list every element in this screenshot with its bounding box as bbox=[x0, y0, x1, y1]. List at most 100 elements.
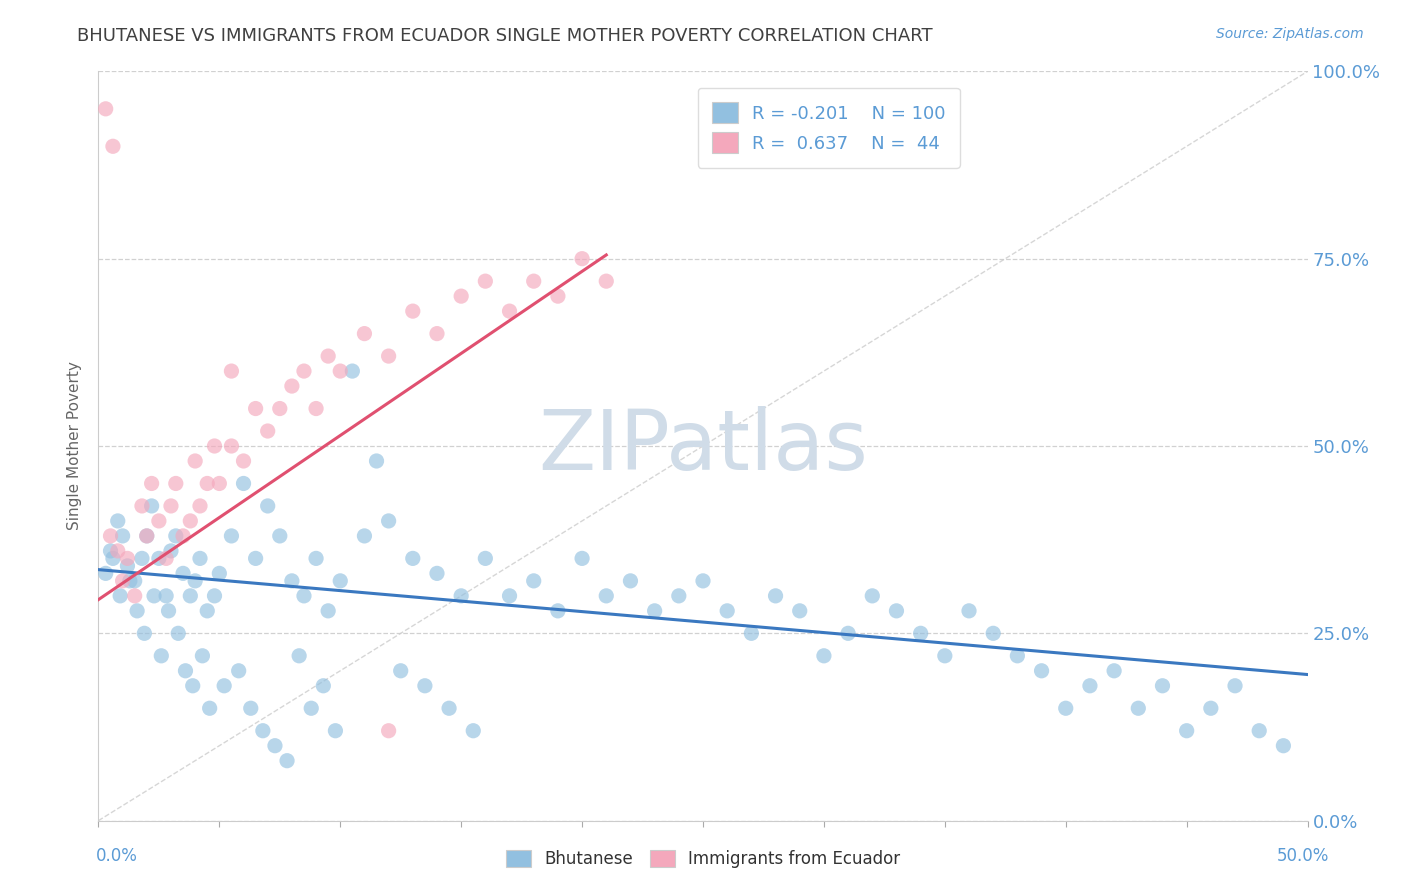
Point bbox=[1199, 701, 1222, 715]
Point bbox=[100, 529, 122, 543]
Point bbox=[571, 551, 593, 566]
Point bbox=[111, 574, 134, 588]
Point bbox=[117, 558, 139, 573]
Point bbox=[571, 252, 593, 266]
Point bbox=[377, 514, 399, 528]
Point bbox=[239, 701, 262, 715]
Point bbox=[256, 499, 278, 513]
Point bbox=[292, 589, 315, 603]
Point bbox=[498, 589, 520, 603]
Point bbox=[353, 529, 375, 543]
Point bbox=[232, 454, 254, 468]
Legend: R = -0.201    N = 100, R =  0.637    N =  44: R = -0.201 N = 100, R = 0.637 N = 44 bbox=[697, 88, 960, 168]
Point bbox=[342, 364, 364, 378]
Point bbox=[547, 289, 569, 303]
Point bbox=[366, 454, 388, 468]
Point bbox=[329, 574, 352, 588]
Point bbox=[204, 589, 226, 603]
Point bbox=[135, 529, 157, 543]
Point bbox=[957, 604, 980, 618]
Point bbox=[221, 529, 243, 543]
Point bbox=[1249, 723, 1271, 738]
Point bbox=[269, 401, 291, 416]
Point bbox=[498, 304, 520, 318]
Point bbox=[547, 604, 569, 618]
Point bbox=[195, 604, 218, 618]
Point bbox=[426, 566, 449, 581]
Point bbox=[305, 401, 328, 416]
Point bbox=[127, 604, 149, 618]
Point bbox=[150, 648, 173, 663]
Point bbox=[148, 514, 170, 528]
Y-axis label: Single Mother Poverty: Single Mother Poverty bbox=[67, 361, 83, 531]
Point bbox=[523, 574, 546, 588]
Point bbox=[316, 349, 339, 363]
Point bbox=[813, 648, 835, 663]
Point bbox=[789, 604, 811, 618]
Point bbox=[292, 364, 315, 378]
Point bbox=[101, 139, 124, 153]
Point bbox=[316, 604, 339, 618]
Point bbox=[668, 589, 690, 603]
Point bbox=[165, 476, 187, 491]
Point bbox=[1078, 679, 1101, 693]
Point bbox=[269, 529, 291, 543]
Point bbox=[108, 589, 131, 603]
Point bbox=[208, 476, 231, 491]
Point bbox=[402, 551, 425, 566]
Point bbox=[1102, 664, 1125, 678]
Text: 50.0%: 50.0% bbox=[1277, 847, 1329, 865]
Point bbox=[716, 604, 738, 618]
Point bbox=[692, 574, 714, 588]
Point bbox=[312, 679, 335, 693]
Point bbox=[437, 701, 460, 715]
Text: 0.0%: 0.0% bbox=[96, 847, 138, 865]
Point bbox=[155, 589, 177, 603]
Point bbox=[389, 664, 412, 678]
Point bbox=[1175, 723, 1198, 738]
Point bbox=[305, 551, 328, 566]
Point bbox=[195, 476, 218, 491]
Point bbox=[94, 102, 117, 116]
Point bbox=[276, 754, 298, 768]
Point bbox=[256, 424, 278, 438]
Point bbox=[167, 626, 190, 640]
Point bbox=[148, 551, 170, 566]
Point bbox=[160, 499, 183, 513]
Point bbox=[107, 514, 129, 528]
Point bbox=[204, 439, 226, 453]
Point bbox=[595, 274, 617, 288]
Point bbox=[212, 679, 235, 693]
Point bbox=[141, 499, 163, 513]
Point bbox=[131, 551, 153, 566]
Point bbox=[172, 529, 194, 543]
Point bbox=[1152, 679, 1174, 693]
Point bbox=[910, 626, 932, 640]
Point bbox=[1031, 664, 1053, 678]
Point bbox=[353, 326, 375, 341]
Point bbox=[184, 454, 207, 468]
Point bbox=[281, 379, 304, 393]
Point bbox=[619, 574, 641, 588]
Point bbox=[228, 664, 250, 678]
Point bbox=[174, 664, 197, 678]
Point bbox=[135, 529, 157, 543]
Text: ZIPatlas: ZIPatlas bbox=[538, 406, 868, 486]
Point bbox=[450, 289, 472, 303]
Point bbox=[1007, 648, 1029, 663]
Point bbox=[377, 349, 399, 363]
Point bbox=[1054, 701, 1077, 715]
Point bbox=[450, 589, 472, 603]
Point bbox=[188, 551, 211, 566]
Point bbox=[886, 604, 908, 618]
Point bbox=[94, 566, 117, 581]
Point bbox=[299, 701, 322, 715]
Point bbox=[124, 589, 146, 603]
Point bbox=[595, 589, 617, 603]
Point bbox=[765, 589, 787, 603]
Point bbox=[329, 364, 352, 378]
Point bbox=[155, 551, 177, 566]
Point bbox=[934, 648, 956, 663]
Point bbox=[523, 274, 546, 288]
Point bbox=[143, 589, 166, 603]
